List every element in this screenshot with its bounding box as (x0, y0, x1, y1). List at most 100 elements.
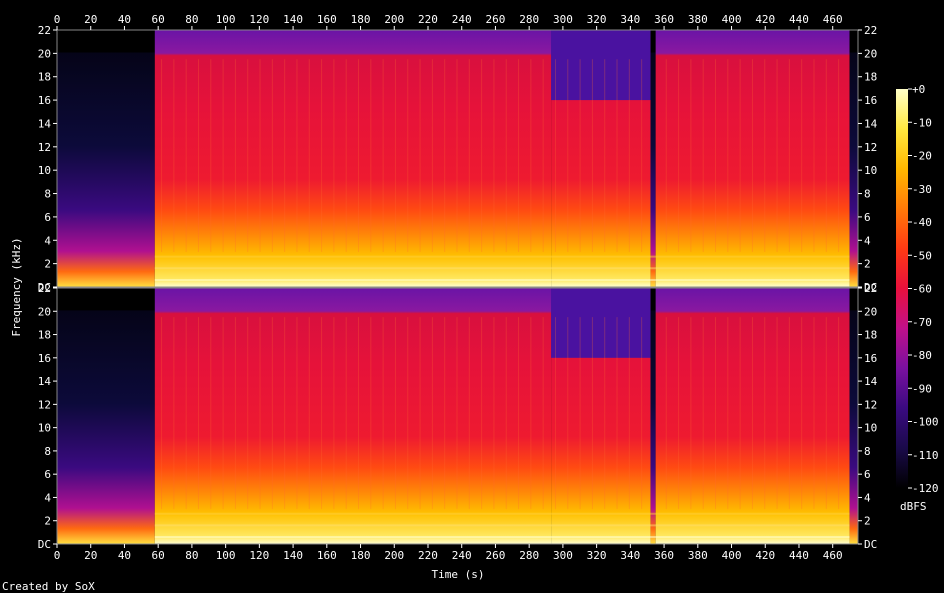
x-tick-label: 100 (216, 13, 236, 26)
x-tick-label: 160 (317, 549, 337, 562)
x-tick-label: 0 (54, 549, 61, 562)
y-tick-label: 4 (44, 491, 51, 504)
x-axis-label: Time (s) (432, 568, 485, 581)
x-tick-label: 40 (118, 13, 131, 26)
y-tick-label: 6 (864, 211, 871, 224)
y-tick-label: 6 (44, 468, 51, 481)
colorbar-label: dBFS (900, 500, 927, 513)
x-tick-label: 440 (789, 13, 809, 26)
x-tick-label: 380 (688, 549, 708, 562)
y-tick-label: 16 (38, 94, 51, 107)
x-tick-label: 320 (587, 549, 607, 562)
y-tick-label: 16 (864, 94, 877, 107)
x-tick-label: 240 (452, 549, 472, 562)
y-tick-label: 12 (38, 398, 51, 411)
spectrogram-channels (56, 29, 859, 545)
y-tick-label: DC (864, 281, 877, 294)
y-tick-label: 22 (38, 24, 51, 37)
x-tick-label: 360 (654, 549, 674, 562)
y-tick-label: 14 (864, 117, 878, 130)
y-tick-label: 10 (864, 164, 877, 177)
y-tick-label: 14 (38, 375, 52, 388)
colorbar-tick-label: -80 (912, 349, 932, 362)
x-tick-label: 400 (722, 549, 742, 562)
x-tick-label: 180 (351, 549, 371, 562)
colorbar-tick-label: -30 (912, 183, 932, 196)
y-tick-label: 12 (864, 398, 877, 411)
y-tick-label: 10 (38, 164, 51, 177)
x-tick-label: 280 (519, 549, 539, 562)
y-tick-label: 20 (38, 305, 51, 318)
segment-4 (655, 30, 850, 287)
x-tick-label: 160 (317, 13, 337, 26)
y-tick-label: 20 (864, 47, 877, 60)
segment-hf-cutoff (551, 30, 651, 101)
y-tick-label: DC (38, 538, 51, 551)
colorbar-tick-label: -70 (912, 316, 932, 329)
x-tick-label: 140 (283, 13, 303, 26)
colorbar: +0 -10 -20 -30 -40 -50 -60 -70 -80 -90 -100 -110 -12… (896, 83, 939, 513)
y-tick-label: 10 (864, 422, 877, 435)
segment-1 (154, 30, 552, 287)
x-tick-label: 460 (823, 549, 843, 562)
colorbar-tick-label: -90 (912, 382, 932, 395)
y-tick-label: DC (38, 281, 51, 294)
x-tick-label: 80 (185, 549, 198, 562)
y-tick-label: 2 (44, 515, 51, 528)
y-axis-label: Frequency (kHz) (10, 237, 23, 336)
x-tick-label: 260 (486, 13, 506, 26)
x-tick-label: 180 (351, 13, 371, 26)
y-tick-label: 6 (864, 468, 871, 481)
y-tick-label: 4 (864, 491, 871, 504)
x-tick-label: 320 (587, 13, 607, 26)
y-tick-label: 8 (44, 445, 51, 458)
x-tick-label: 400 (722, 13, 742, 26)
x-tick-label: 420 (755, 549, 775, 562)
y-tick-label: 10 (38, 422, 51, 435)
y-tick-label: 2 (864, 515, 871, 528)
x-tick-label: 120 (249, 549, 269, 562)
colorbar-tick-label: +0 (912, 83, 925, 96)
segment-5 (849, 288, 858, 544)
x-tick-label: 60 (152, 13, 165, 26)
channel-2 (56, 287, 859, 545)
colorbar-tick-label: -10 (912, 116, 932, 129)
y-tick-label: 4 (44, 234, 51, 247)
y-tick-label: 6 (44, 211, 51, 224)
segment-hf-cutoff (551, 288, 651, 358)
x-tick-label: 460 (823, 13, 843, 26)
colorbar-ticks: +0 -10 -20 -30 -40 -50 -60 -70 -80 -90 -100 -110 -12… (908, 83, 939, 495)
y-tick-label: 8 (864, 445, 871, 458)
x-tick-label: 220 (418, 13, 438, 26)
y-tick-label: 22 (864, 282, 877, 295)
y-tick-label: 18 (864, 329, 877, 342)
x-tick-label: 200 (384, 549, 404, 562)
y-tick-label: 20 (864, 305, 877, 318)
x-tick-label: 80 (185, 13, 198, 26)
y-tick-label: 12 (38, 141, 51, 154)
x-tick-label: 0 (54, 13, 61, 26)
segment-3 (650, 288, 656, 544)
x-tick-label: 40 (118, 549, 131, 562)
x-tick-label: 300 (553, 13, 573, 26)
y-tick-label: 8 (44, 188, 51, 201)
colorbar-gradient (896, 89, 908, 488)
x-tick-label: 380 (688, 13, 708, 26)
x-tick-label: 420 (755, 13, 775, 26)
y-tick-label: 4 (864, 234, 871, 247)
credit-text: Created by SoX (2, 580, 95, 593)
x-tick-label: 200 (384, 13, 404, 26)
y-tick-label: 12 (864, 141, 877, 154)
y-tick-label: 18 (38, 71, 51, 84)
channel-frame (56, 29, 859, 288)
x-tick-label: 20 (84, 13, 97, 26)
y-tick-label: 2 (864, 258, 871, 271)
colorbar-tick-label: -100 (912, 416, 939, 429)
x-tick-label: 280 (519, 13, 539, 26)
y-tick-label: 16 (864, 352, 877, 365)
y-tick-label: 14 (864, 375, 878, 388)
colorbar-tick-label: -60 (912, 283, 932, 296)
x-tick-label: 340 (620, 13, 640, 26)
